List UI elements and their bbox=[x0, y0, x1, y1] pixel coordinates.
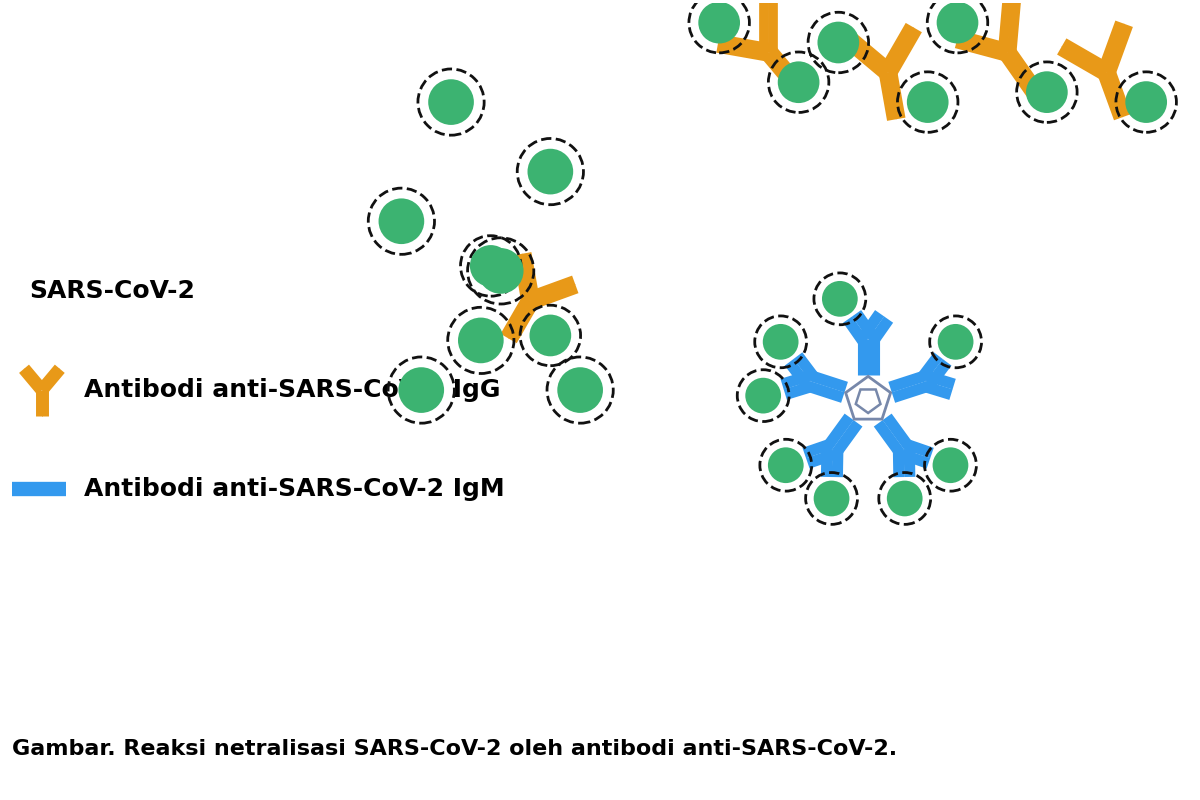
Circle shape bbox=[1126, 82, 1168, 123]
Circle shape bbox=[822, 281, 858, 317]
Circle shape bbox=[887, 481, 923, 516]
Circle shape bbox=[378, 198, 425, 244]
Circle shape bbox=[1026, 71, 1068, 113]
Circle shape bbox=[698, 2, 740, 43]
Text: Antibodi anti-SARS-CoV-2 IgG: Antibodi anti-SARS-CoV-2 IgG bbox=[84, 378, 500, 402]
Circle shape bbox=[907, 82, 948, 123]
Text: Gambar. Reaksi netralisasi SARS-CoV-2 oleh antibodi anti-SARS-CoV-2.: Gambar. Reaksi netralisasi SARS-CoV-2 ol… bbox=[12, 739, 898, 759]
Text: SARS-CoV-2: SARS-CoV-2 bbox=[29, 278, 194, 302]
Circle shape bbox=[763, 324, 798, 360]
Circle shape bbox=[814, 481, 850, 516]
Circle shape bbox=[745, 378, 781, 414]
Circle shape bbox=[932, 447, 968, 483]
Circle shape bbox=[529, 314, 571, 356]
Circle shape bbox=[478, 248, 523, 294]
Circle shape bbox=[528, 149, 574, 194]
Circle shape bbox=[428, 79, 474, 125]
Circle shape bbox=[778, 62, 820, 103]
Circle shape bbox=[458, 318, 504, 363]
Circle shape bbox=[817, 22, 859, 63]
Circle shape bbox=[470, 245, 511, 286]
Circle shape bbox=[768, 447, 804, 483]
Text: Antibodi anti-SARS-CoV-2 IgM: Antibodi anti-SARS-CoV-2 IgM bbox=[84, 478, 504, 502]
Circle shape bbox=[937, 2, 978, 43]
Circle shape bbox=[398, 367, 444, 413]
Circle shape bbox=[937, 324, 973, 360]
Circle shape bbox=[557, 367, 602, 413]
Polygon shape bbox=[846, 376, 890, 419]
